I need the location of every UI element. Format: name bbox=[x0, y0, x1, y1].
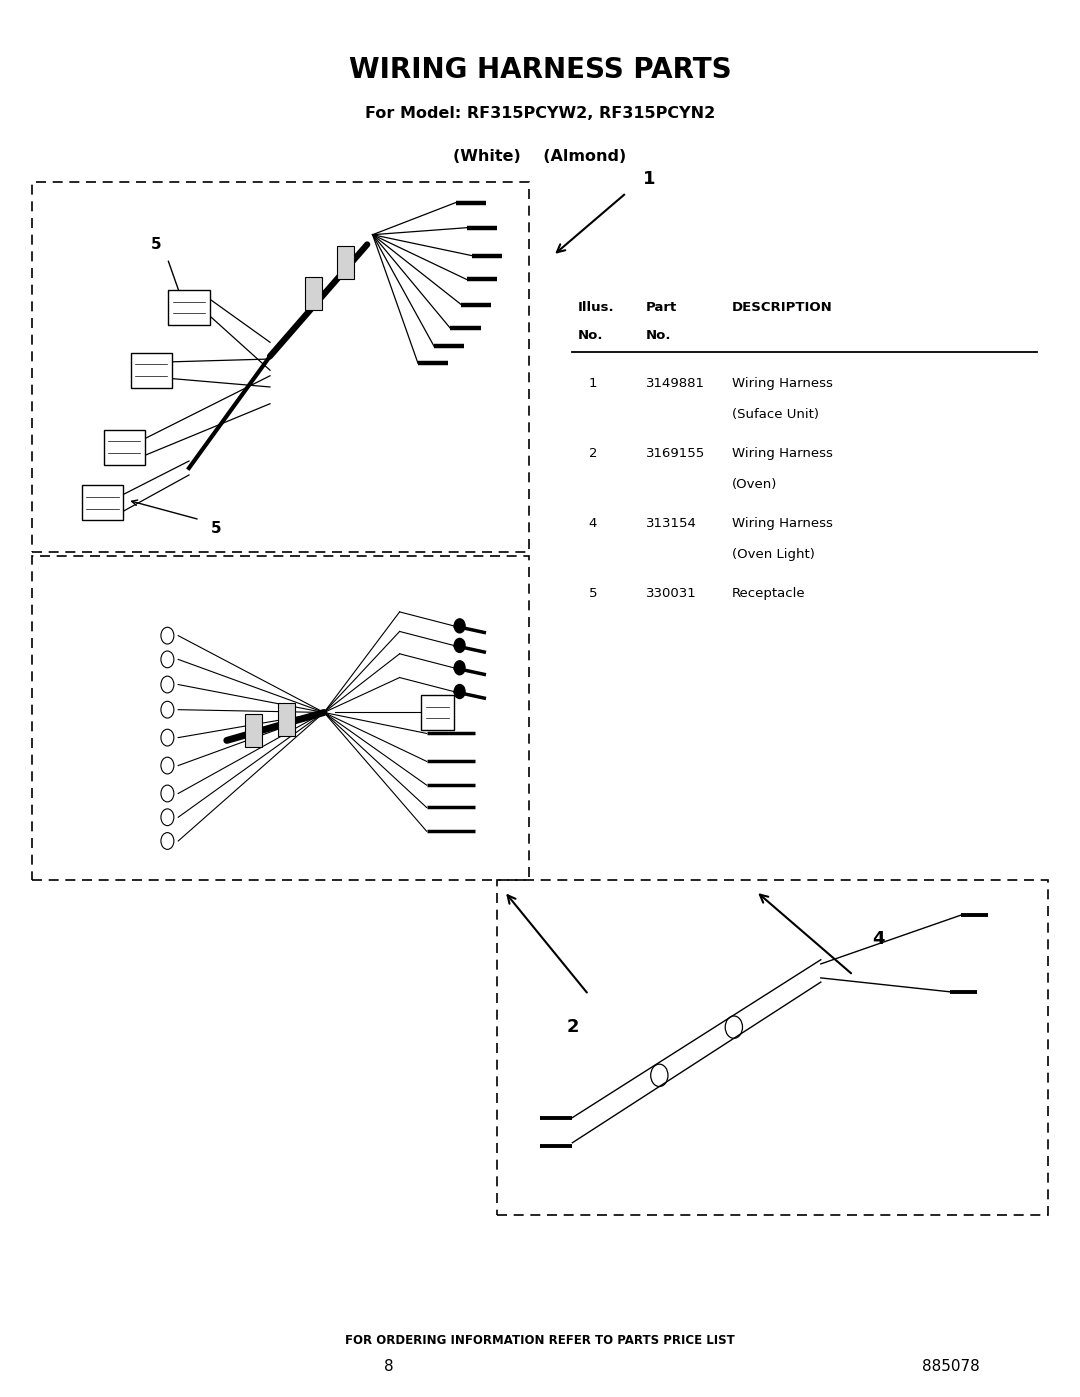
Circle shape bbox=[455, 685, 465, 698]
Bar bbox=[421, 696, 454, 729]
Text: Illus.: Illus. bbox=[578, 302, 615, 314]
Bar bbox=[131, 352, 172, 387]
Bar bbox=[168, 291, 210, 326]
Text: 3169155: 3169155 bbox=[646, 447, 705, 460]
Text: (Oven): (Oven) bbox=[732, 478, 778, 490]
Circle shape bbox=[455, 661, 465, 675]
Text: 1: 1 bbox=[643, 170, 656, 187]
Text: Wiring Harness: Wiring Harness bbox=[732, 447, 833, 460]
Text: 2: 2 bbox=[567, 1018, 580, 1035]
Text: 5: 5 bbox=[211, 521, 221, 535]
Text: 4: 4 bbox=[589, 517, 597, 529]
Text: 2: 2 bbox=[589, 447, 597, 460]
Text: 330031: 330031 bbox=[646, 587, 697, 599]
Text: (White)    (Almond): (White) (Almond) bbox=[454, 149, 626, 165]
Text: 4: 4 bbox=[873, 930, 886, 947]
Bar bbox=[104, 430, 145, 464]
Text: Receptacle: Receptacle bbox=[732, 587, 806, 599]
Text: Wiring Harness: Wiring Harness bbox=[732, 517, 833, 529]
Bar bbox=[278, 703, 295, 736]
Text: Wiring Harness: Wiring Harness bbox=[732, 377, 833, 390]
Text: No.: No. bbox=[578, 330, 604, 342]
Text: DESCRIPTION: DESCRIPTION bbox=[732, 302, 833, 314]
Text: 5: 5 bbox=[589, 587, 597, 599]
Text: 885078: 885078 bbox=[921, 1359, 980, 1375]
Bar bbox=[32, 556, 529, 880]
Bar bbox=[245, 714, 262, 747]
Text: Part: Part bbox=[646, 302, 677, 314]
Text: 5: 5 bbox=[151, 237, 162, 251]
Bar bbox=[337, 246, 354, 279]
Bar bbox=[305, 277, 322, 310]
Text: (Suface Unit): (Suface Unit) bbox=[732, 408, 820, 420]
Text: 8: 8 bbox=[384, 1359, 393, 1375]
Text: 3149881: 3149881 bbox=[646, 377, 705, 390]
Bar bbox=[497, 880, 1048, 1215]
Bar bbox=[82, 485, 123, 520]
Text: No.: No. bbox=[646, 330, 672, 342]
Text: FOR ORDERING INFORMATION REFER TO PARTS PRICE LIST: FOR ORDERING INFORMATION REFER TO PARTS … bbox=[346, 1334, 734, 1347]
Text: 313154: 313154 bbox=[646, 517, 697, 529]
Text: 1: 1 bbox=[589, 377, 597, 390]
Circle shape bbox=[455, 619, 465, 633]
Text: WIRING HARNESS PARTS: WIRING HARNESS PARTS bbox=[349, 56, 731, 84]
Bar bbox=[32, 182, 529, 552]
Circle shape bbox=[455, 638, 465, 652]
Text: (Oven Light): (Oven Light) bbox=[732, 548, 815, 560]
Text: For Model: RF315PCYW2, RF315PCYN2: For Model: RF315PCYW2, RF315PCYN2 bbox=[365, 106, 715, 122]
